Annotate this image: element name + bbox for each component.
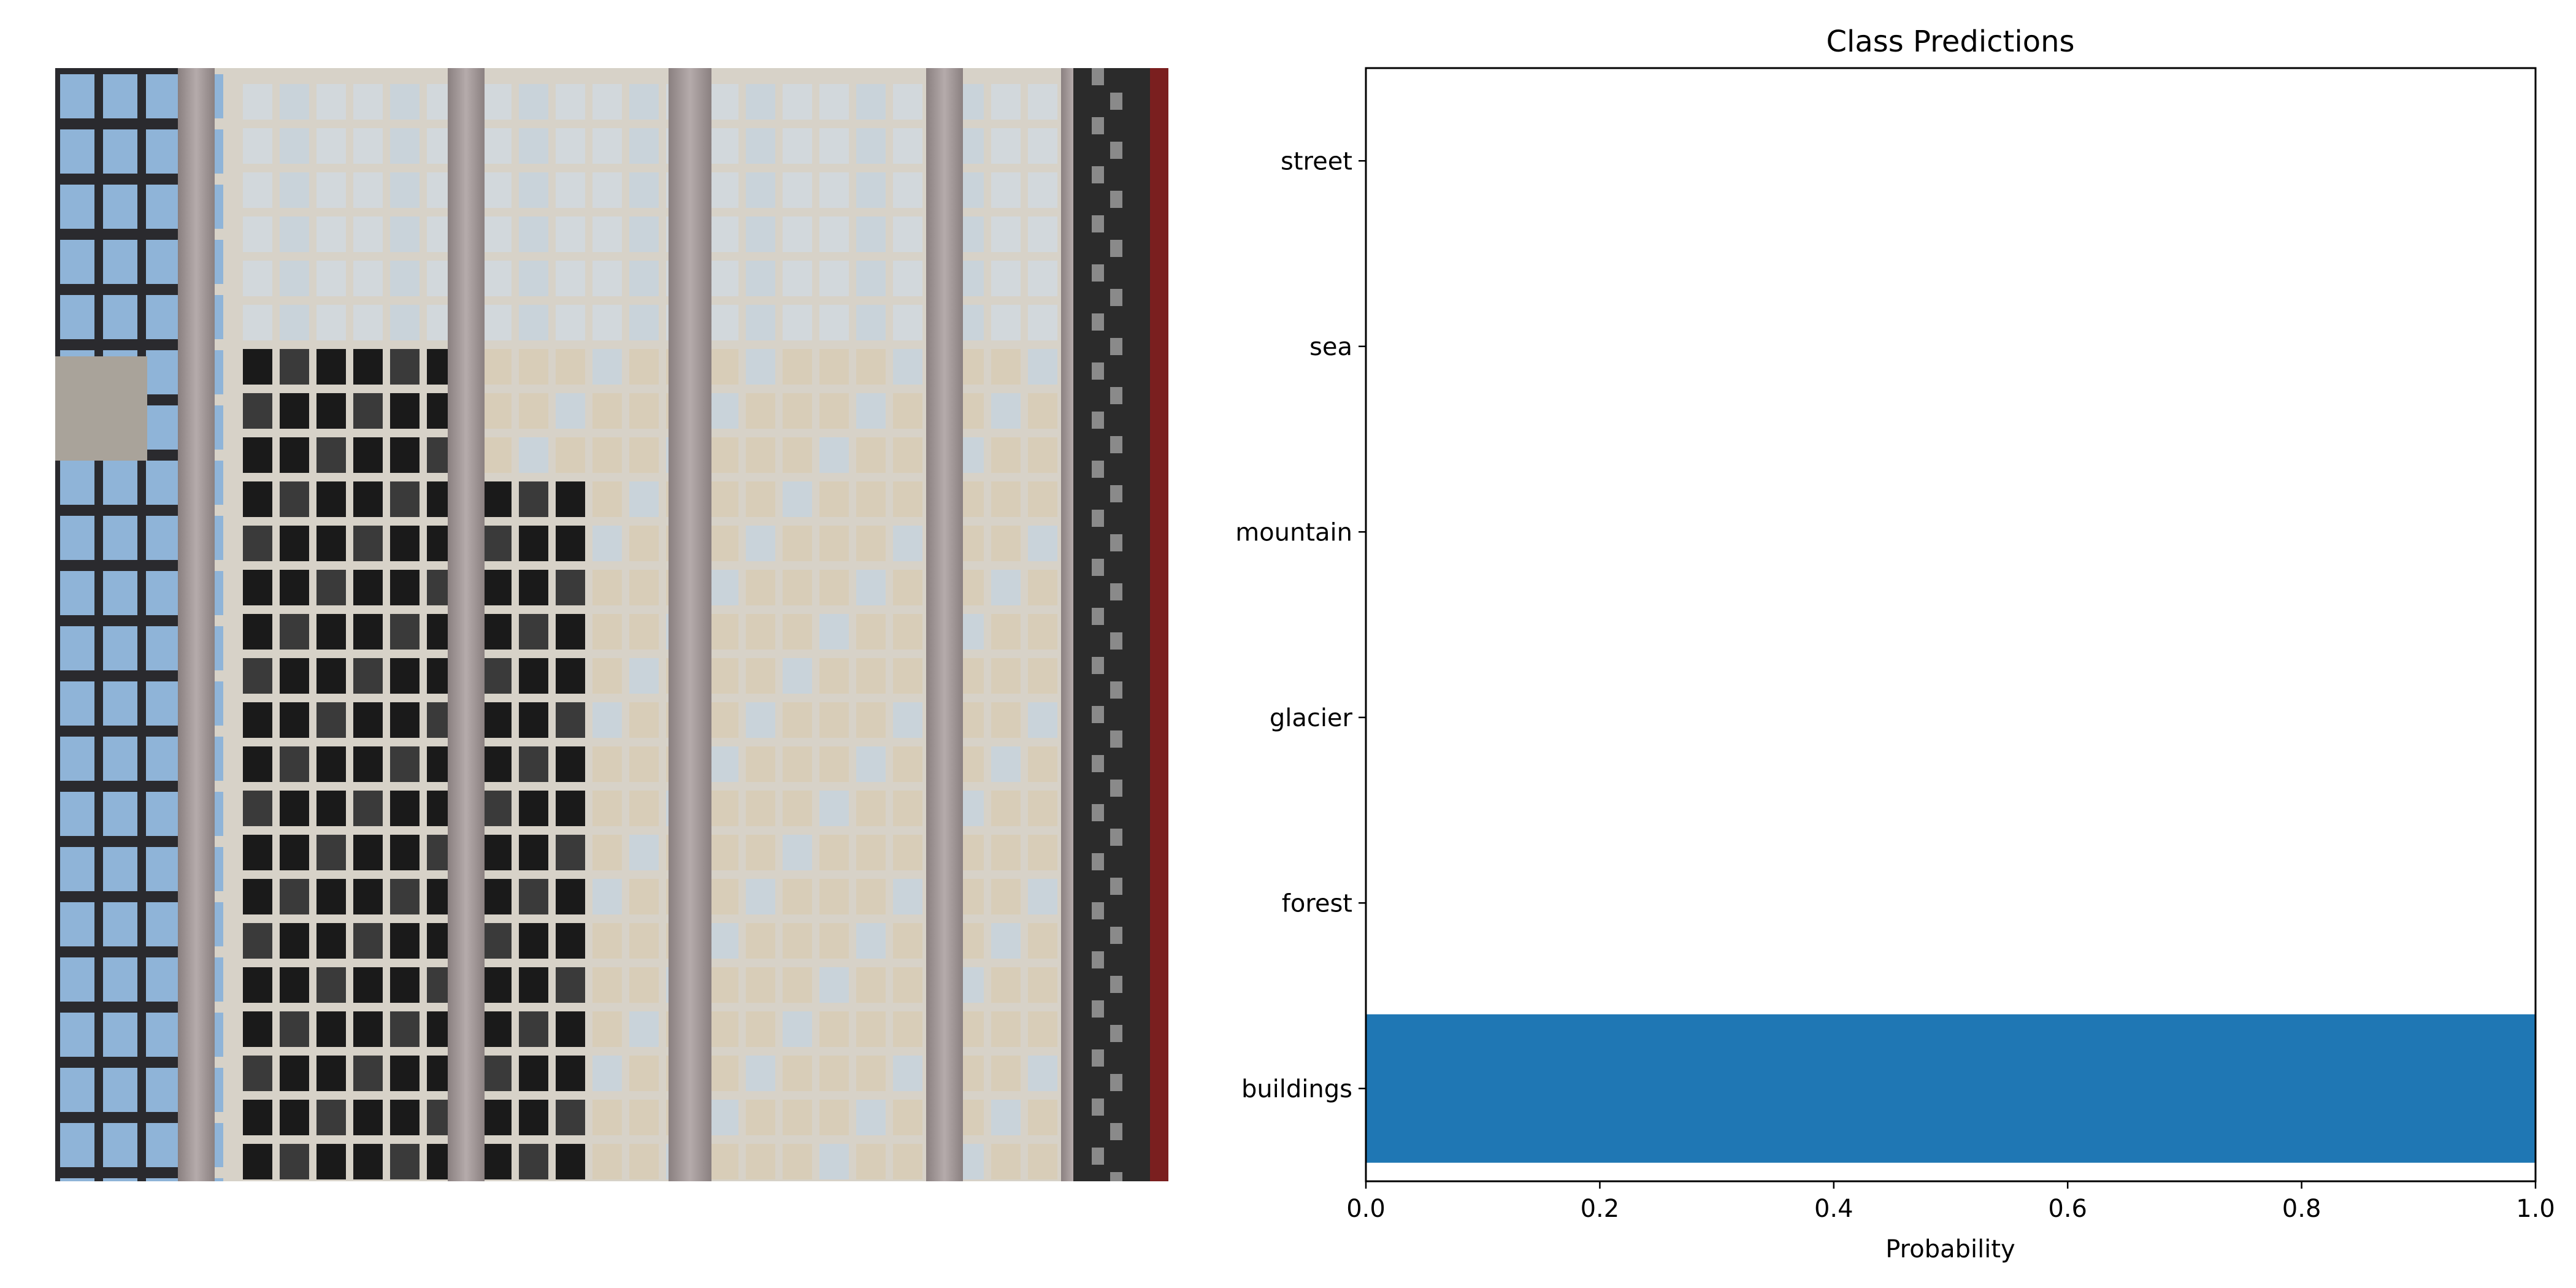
y-tick-label: glacier bbox=[1270, 704, 1353, 732]
y-tick-label: forest bbox=[1282, 889, 1352, 918]
chart-title: Class Predictions bbox=[1827, 25, 2075, 59]
y-tick-label: street bbox=[1281, 147, 1352, 175]
input-image bbox=[55, 68, 1168, 1181]
facade-pillar bbox=[926, 68, 963, 1181]
red-edge bbox=[1150, 68, 1168, 1181]
x-tick-label: 0.2 bbox=[1581, 1195, 1620, 1223]
y-tick-label: buildings bbox=[1241, 1075, 1352, 1103]
x-tick-label: 0.8 bbox=[2282, 1195, 2321, 1223]
y-tick-label: mountain bbox=[1235, 518, 1352, 546]
y-tick-label: sea bbox=[1309, 333, 1352, 361]
facade-pillar bbox=[448, 68, 485, 1181]
bar-buildings bbox=[1366, 1014, 2536, 1163]
facade-pillar bbox=[669, 68, 711, 1181]
x-axis-label: Probability bbox=[1885, 1235, 2015, 1263]
x-tick-label: 1.0 bbox=[2516, 1195, 2555, 1223]
building-facade-image bbox=[55, 68, 1168, 1181]
x-tick-label: 0.6 bbox=[2048, 1195, 2087, 1223]
x-tick-label: 0.0 bbox=[1346, 1195, 1386, 1223]
x-tick-label: 0.4 bbox=[1814, 1195, 1853, 1223]
facade-pillar bbox=[178, 68, 215, 1181]
plot-frame bbox=[1365, 67, 2537, 1183]
